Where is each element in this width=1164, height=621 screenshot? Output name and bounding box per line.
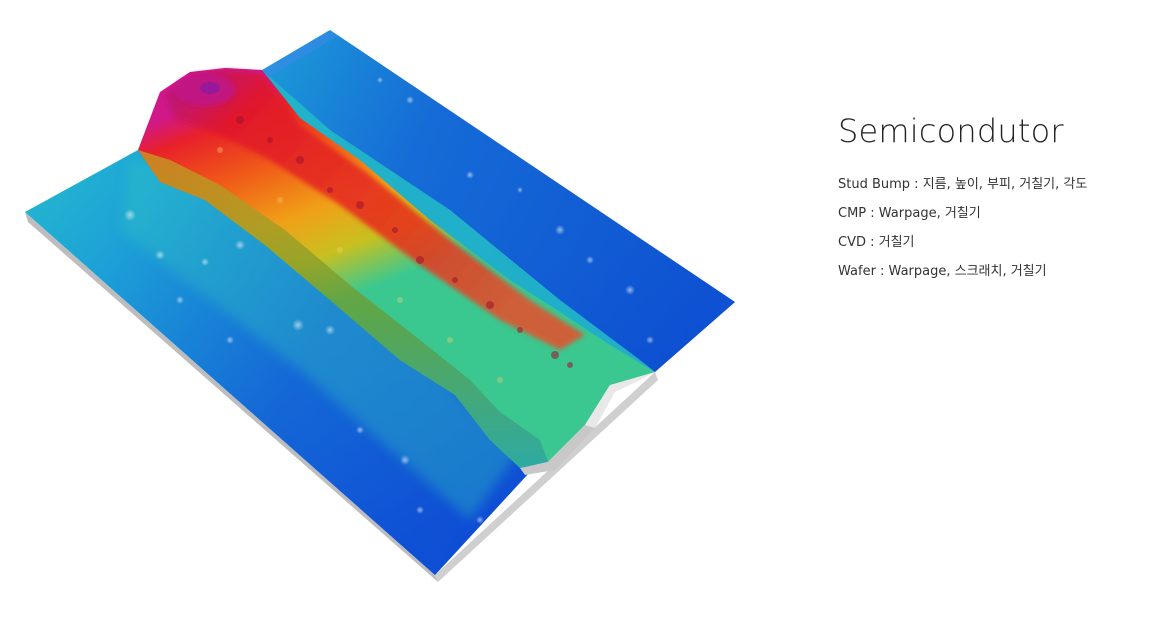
list-item-cvd: CVD : 거칠기 xyxy=(838,235,915,250)
surface-scan-image xyxy=(25,30,735,582)
description-panel: Semicondutor Stud Bump : 지름, 높이, 부피, 거칠기… xyxy=(838,112,1148,286)
list-item-wafer: Wafer : Warpage, 스크래치, 거칠기 xyxy=(838,264,1047,279)
list-item-cmp: CMP : Warpage, 거칠기 xyxy=(838,206,981,221)
section-title: Semicondutor xyxy=(838,112,1064,150)
application-list: Stud Bump : 지름, 높이, 부피, 거칠기, 각도 CMP : Wa… xyxy=(838,170,1148,286)
list-item-stud-bump: Stud Bump : 지름, 높이, 부피, 거칠기, 각도 xyxy=(838,177,1088,192)
